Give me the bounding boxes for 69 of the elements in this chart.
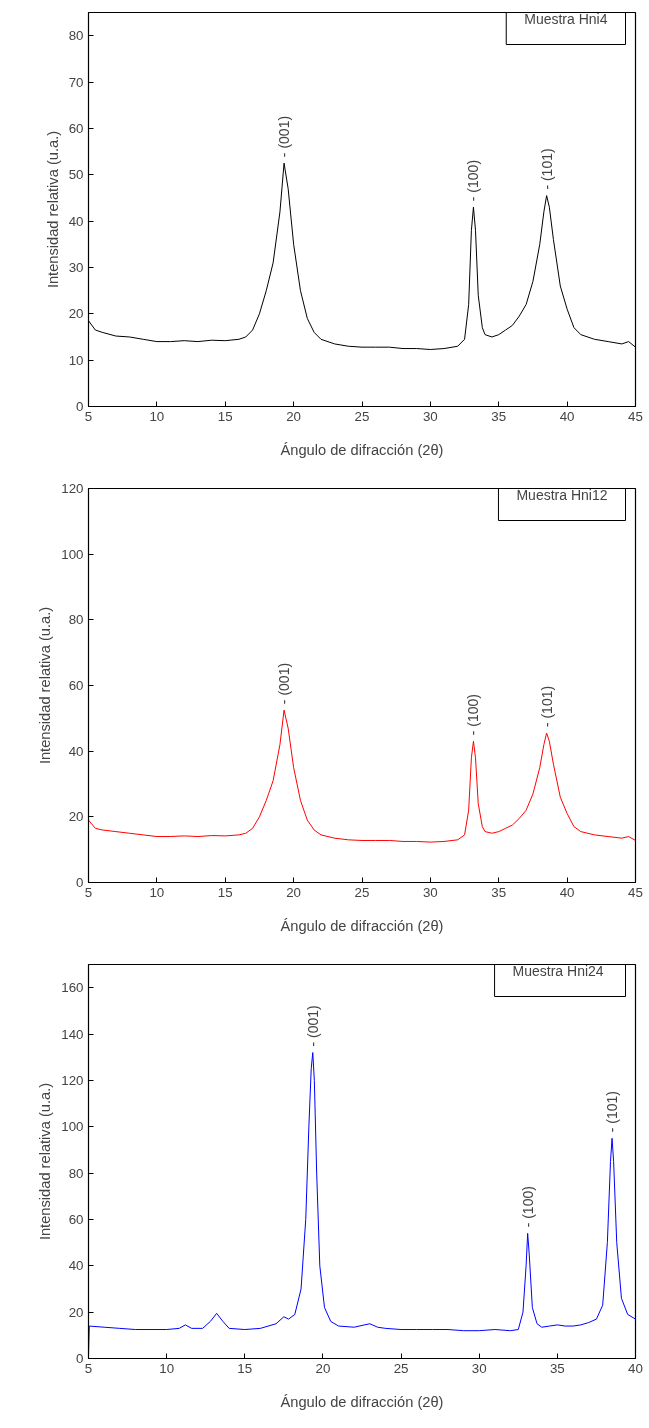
annotation: - (101) (538, 148, 555, 190)
x-tick-label: 15 (217, 884, 233, 900)
annotation: - (001) (276, 115, 293, 158)
x-tick-label: 30 (471, 1360, 487, 1376)
x-axis-title: Ángulo de difracción (2θ) (280, 441, 444, 458)
x-tick-label: 20 (315, 1360, 331, 1376)
y-tick-label: 0 (76, 875, 84, 890)
y-axis-title: Intensidad relativa (u.a.) (37, 1082, 54, 1241)
y-tick-label: 120 (61, 1072, 84, 1088)
x-tick-label: 5 (84, 884, 93, 900)
y-tick-label: 60 (68, 120, 84, 136)
y-tick-label: 120 (61, 481, 84, 496)
annotation: - (100) (465, 694, 482, 736)
x-tick-label: 15 (217, 408, 233, 424)
x-tick-label: 35 (549, 1360, 565, 1376)
x-axis-title: Ángulo de difracción (2θ) (280, 1393, 444, 1410)
x-tick-label: 10 (149, 884, 165, 900)
x-tick-label: 20 (286, 884, 302, 900)
x-tick-label: 35 (491, 408, 507, 424)
y-tick-label: 80 (68, 1165, 84, 1181)
x-tick-label: 30 (422, 408, 438, 424)
x-tick-label: 40 (628, 1360, 643, 1376)
y-tick-label: 60 (68, 1211, 84, 1227)
y-tick-label: 160 (61, 980, 84, 996)
annotation: Muestra Hni24 (512, 962, 604, 979)
x-tick-label: 25 (393, 1360, 409, 1376)
x-axis-title: Ángulo de difracción (2θ) (280, 917, 444, 934)
annotation: Muestra Hni4 (524, 10, 608, 27)
annotation: - (101) (538, 685, 555, 728)
annotation: - (001) (304, 1005, 321, 1047)
x-tick-label: 25 (354, 408, 370, 424)
annotation: Muestra Hni12 (516, 486, 608, 503)
y-tick-label: 30 (68, 259, 84, 275)
y-tick-label: 20 (68, 809, 84, 825)
y-tick-label: 20 (68, 1304, 84, 1320)
x-tick-label: 15 (237, 1360, 253, 1376)
y-tick-label: 100 (61, 546, 84, 562)
x-tick-label: 5 (84, 408, 93, 424)
y-tick-label: 80 (68, 28, 84, 44)
y-tick-label: 40 (68, 1258, 84, 1274)
y-tick-label: 40 (68, 213, 84, 229)
x-tick-label: 45 (628, 884, 643, 900)
x-tick-label: 40 (559, 884, 575, 900)
x-tick-label: 5 (84, 1360, 93, 1376)
y-tick-label: 140 (61, 1026, 84, 1042)
x-tick-label: 10 (149, 408, 165, 424)
x-tick-label: 20 (286, 408, 302, 424)
x-tick-label: 10 (159, 1360, 175, 1376)
annotation: - (100) (519, 1186, 536, 1228)
x-tick-label: 45 (628, 408, 643, 424)
y-tick-label: 70 (68, 74, 84, 90)
y-tick-label: 60 (68, 678, 84, 693)
annotation: - (101) (604, 1091, 621, 1133)
annotation: - (100) (465, 159, 482, 202)
x-tick-label: 35 (491, 884, 507, 900)
annotation: - (001) (276, 662, 293, 705)
y-tick-label: 100 (61, 1119, 84, 1135)
y-axis-title: Intensidad relativa (u.a.) (44, 130, 61, 289)
y-tick-label: 40 (68, 743, 84, 759)
x-tick-label: 30 (422, 884, 438, 900)
y-axis-title: Intensidad relativa (u.a.) (37, 606, 54, 765)
y-tick-label: 0 (76, 399, 84, 414)
y-tick-label: 80 (68, 612, 84, 628)
y-tick-label: 20 (68, 306, 84, 322)
x-tick-label: 25 (354, 884, 370, 900)
y-tick-label: 10 (68, 352, 84, 368)
x-tick-label: 40 (559, 408, 575, 424)
y-tick-label: 0 (76, 1351, 84, 1366)
y-tick-label: 50 (68, 167, 84, 183)
